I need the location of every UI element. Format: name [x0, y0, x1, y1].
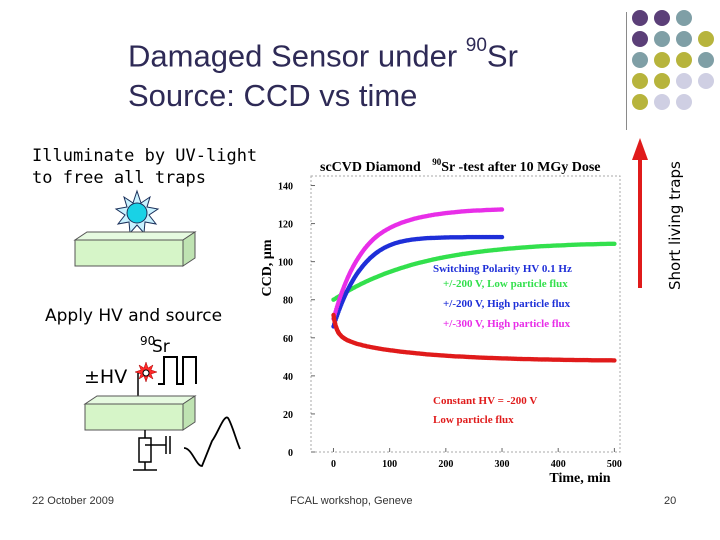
y-tick-label: 20 [283, 410, 293, 421]
ccd-chart: 0 20 40 60 80 100 120 140 0 100 200 300 400 500 scCVD… [260, 157, 622, 486]
y-axis-label: CCD, µm [260, 239, 275, 296]
y-tick-label: 40 [283, 372, 293, 383]
short-living-traps-label: Short living traps [666, 161, 684, 290]
annotation-constant-hv: Constant HV = -200 V [433, 395, 537, 407]
signal-pulse [183, 416, 241, 467]
decor-dot [632, 52, 648, 68]
x-tick-label: 100 [382, 459, 397, 470]
decor-dot [654, 52, 670, 68]
uv-light-icon [114, 189, 160, 235]
decor-dot [698, 73, 714, 89]
footer-event: FCAL workshop, Geneve [290, 495, 413, 507]
x-tick-label: 200 [438, 459, 453, 470]
page-number: 20 [664, 495, 677, 507]
y-tick-label: 100 [278, 258, 293, 269]
decor-dot [676, 10, 692, 26]
series-2 [331, 207, 505, 321]
source-icon [134, 361, 158, 383]
sensor-box-hv [83, 395, 197, 431]
data-point [612, 358, 617, 363]
slide-title: Damaged Sensor under 90Sr Source: CCD vs… [128, 30, 518, 116]
title-line-2: Source: CCD vs time [128, 78, 418, 114]
annotation-low-flux: Low particle flux [433, 414, 514, 426]
decor-dot [676, 94, 692, 110]
uv-instruction-text: Illuminate by UV-light to free all traps [32, 146, 258, 188]
decor-dot [698, 31, 714, 47]
legend-entry-blue: +/-200 V, High particle flux [443, 298, 571, 310]
sensor-box-uv [73, 231, 197, 267]
decor-dot [654, 31, 670, 47]
data-point [612, 241, 617, 246]
series-3 [331, 312, 617, 363]
y-tick-label: 60 [283, 334, 293, 345]
vertical-rule [626, 12, 627, 130]
decor-dot [698, 52, 714, 68]
y-tick-label: 0 [288, 448, 293, 459]
source-element-label: Sr [152, 337, 170, 357]
readout-circuit [133, 430, 171, 471]
decor-dot [676, 73, 692, 89]
x-axis-label: Time, min [549, 471, 610, 486]
legend-entry-magenta: +/-300 V, High particle flux [443, 318, 571, 330]
x-tick-label: 400 [551, 459, 566, 470]
plot-frame [310, 175, 621, 453]
source-isotope-number: 90 [140, 334, 156, 348]
decor-dot [654, 94, 670, 110]
x-tick-label: 500 [607, 459, 622, 470]
hv-label: ±HV [84, 366, 128, 388]
data-point [499, 234, 505, 240]
left-illustration [73, 189, 241, 471]
series-1 [331, 234, 505, 329]
data-point [499, 207, 505, 212]
decor-dot [654, 10, 670, 26]
x-tick-label: 300 [495, 459, 510, 470]
decor-dot [676, 52, 692, 68]
y-tick-label: 120 [278, 220, 293, 231]
decor-dot [676, 31, 692, 47]
y-tick-label: 80 [283, 296, 293, 307]
apply-hv-text: Apply HV and source [45, 306, 223, 326]
pulse-waveform [158, 356, 197, 385]
series-0 [331, 241, 617, 302]
x-tick-label: 0 [331, 459, 336, 470]
title-isotope-superscript: 90 [465, 35, 487, 56]
title-line-1: Damaged Sensor under 90Sr [128, 35, 518, 74]
decor-dot [654, 73, 670, 89]
legend-title: Switching Polarity HV 0.1 Hz [433, 263, 572, 275]
chart-title: scCVD Diamond 90Sr -test after 10 MGy Do… [320, 157, 601, 175]
decor-dot [632, 94, 648, 110]
short-traps-arrow [632, 138, 648, 288]
decor-dot [632, 31, 648, 47]
decor-dot [632, 10, 648, 26]
footer-date: 22 October 2009 [32, 495, 114, 507]
decorative-dot-grid [632, 10, 714, 110]
legend-entry-green: +/-200 V, Low particle flux [443, 278, 568, 290]
decor-dot [632, 73, 648, 89]
y-tick-label: 140 [278, 182, 293, 193]
